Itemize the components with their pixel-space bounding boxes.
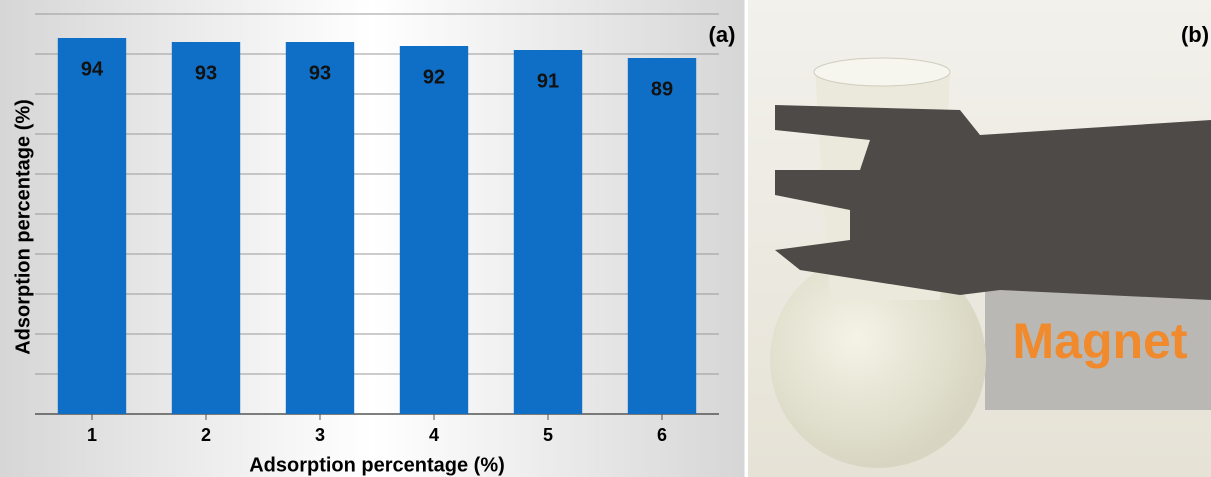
photo-panel: Magnet (b) — [744, 0, 1211, 477]
flask-bulb — [770, 252, 986, 468]
data-label: 92 — [423, 66, 445, 88]
bar — [171, 42, 241, 414]
bar — [57, 38, 127, 414]
x-tick-label: 5 — [543, 425, 553, 445]
x-tick-label: 4 — [429, 425, 439, 445]
data-label: 91 — [537, 70, 559, 92]
y-axis-label: Adsorption percentage (%) — [12, 99, 34, 355]
x-tick-label: 6 — [657, 425, 667, 445]
data-label: 94 — [81, 58, 104, 80]
magnet-label: Magnet — [1013, 313, 1188, 369]
bar — [399, 46, 469, 414]
flask-rim — [813, 57, 951, 87]
data-label: 89 — [651, 78, 673, 100]
x-tick-label: 3 — [315, 425, 325, 445]
data-label: 93 — [309, 62, 331, 84]
bar — [285, 42, 355, 414]
data-label: 93 — [195, 62, 217, 84]
x-tick-label: 2 — [201, 425, 211, 445]
chart-panel: (a) Adsorption percentage (%) Adsorption… — [0, 0, 745, 477]
x-axis-label: Adsorption percentage (%) — [249, 454, 505, 476]
panel-label: (a) — [709, 22, 736, 47]
bar — [627, 58, 697, 414]
panel-label: (b) — [1181, 22, 1209, 47]
clamp — [775, 105, 1211, 300]
bar — [513, 50, 583, 414]
x-tick-label: 1 — [87, 425, 97, 445]
